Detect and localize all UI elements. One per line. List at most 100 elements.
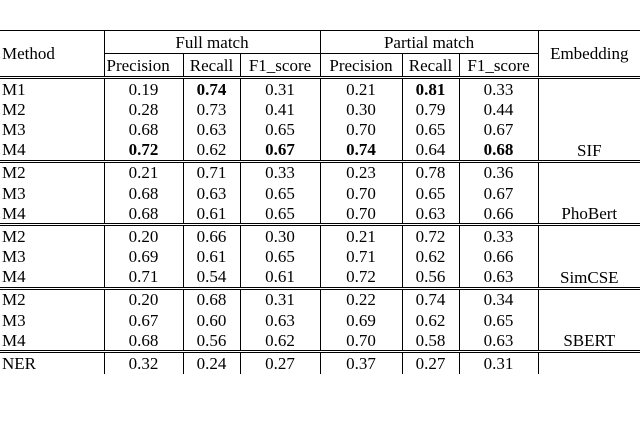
table-row: M1 0.19 0.74 0.31 0.21 0.81 0.33 SIF (0, 76, 640, 162)
value-cell: 0.68 (182, 286, 240, 311)
value-cell: 0.44 (458, 99, 539, 120)
value-text: 0.74 (196, 79, 227, 99)
value-text: 0.70 (346, 203, 376, 223)
value-text: 0.34 (483, 290, 514, 310)
value-cell: 0.33 (458, 223, 539, 247)
value-text: 0.65 (415, 119, 446, 139)
value-cell: 0.63 (458, 330, 539, 352)
value-text: 0.73 (196, 99, 227, 119)
value-text: 0.31 (265, 79, 295, 99)
value-text: 0.78 (415, 163, 446, 183)
method-cell: M3 (2, 119, 26, 139)
value-cell: 0.79 (401, 99, 460, 120)
value-text: 0.70 (346, 119, 376, 139)
value-cell: 0.68 (458, 139, 539, 162)
value-text: 0.28 (128, 99, 159, 119)
value-text: 0.65 (415, 183, 446, 203)
value-text: 0.31 (265, 290, 295, 310)
table-row: M4 0.71 0.54 0.61 0.72 0.56 0.63 (0, 266, 640, 289)
value-cell: 0.20 (103, 223, 183, 247)
value-cell: 0.71 (182, 159, 240, 183)
value-cell: 0.73 (182, 99, 240, 120)
value-cell: 0.72 (319, 266, 403, 289)
value-cell: 0.66 (458, 246, 539, 267)
value-text: 0.67 (265, 140, 295, 160)
value-text: 0.79 (415, 99, 446, 119)
value-text: 0.19 (128, 79, 159, 99)
value-cell: 0.71 (103, 266, 183, 289)
value-cell: 0.68 (103, 119, 183, 140)
method-cell: M1 (0, 76, 104, 100)
value-cell: 0.66 (458, 203, 539, 225)
value-cell: 0.62 (182, 139, 240, 162)
value-cell: 0.65 (239, 246, 321, 267)
value-text: 0.67 (128, 310, 159, 330)
value-text: 0.68 (128, 330, 159, 350)
value-cell: 0.68 (103, 203, 183, 225)
value-cell: 0.33 (239, 159, 321, 183)
value-text: 0.33 (483, 79, 514, 99)
metric-header: F1_score (458, 53, 539, 78)
value-cell: 0.62 (401, 246, 460, 267)
value-text: 0.36 (483, 163, 514, 183)
value-text: 0.20 (128, 290, 159, 310)
value-text: 0.63 (196, 183, 227, 203)
value-cell: 0.65 (239, 119, 321, 140)
value-text: 0.20 (128, 226, 159, 246)
value-text: 0.44 (483, 99, 514, 119)
table-body: M1 0.19 0.74 0.31 0.21 0.81 0.33 SIF M2 0.28 0.73 0… (0, 76, 640, 374)
value-text: 0.74 (415, 290, 446, 310)
metric-header: Recall (182, 53, 240, 78)
value-cell: 0.30 (239, 223, 321, 247)
method-cell: M4 (2, 140, 26, 160)
value-text: 0.41 (265, 99, 295, 119)
value-text: 0.27 (265, 354, 295, 374)
value-text: 0.66 (483, 203, 514, 223)
value-cell: 0.21 (103, 159, 183, 183)
value-text: 0.61 (265, 267, 295, 287)
method-cell: NER (0, 350, 104, 374)
value-text: 0.22 (346, 290, 376, 310)
method-cell: M4 (2, 330, 26, 350)
value-cell: 0.74 (182, 76, 240, 100)
value-text: 0.54 (196, 267, 227, 287)
method-cell: M2 (0, 223, 104, 247)
embedding-cell: SBERT (537, 286, 640, 352)
value-cell: 0.27 (401, 350, 460, 374)
value-text: 0.60 (196, 310, 227, 330)
value-text: 0.33 (483, 226, 514, 246)
value-text: 0.21 (128, 163, 159, 183)
value-cell: 0.56 (401, 266, 460, 289)
value-text: 0.30 (265, 226, 295, 246)
table-row: M3 0.69 0.61 0.65 0.71 0.62 0.66 (0, 246, 640, 267)
value-cell: 0.31 (458, 350, 539, 374)
value-cell: 0.41 (239, 99, 321, 120)
embedding-cell: SIF (537, 76, 640, 162)
value-text: 0.62 (196, 140, 227, 160)
value-cell: 0.30 (319, 99, 403, 120)
results-table: Method Full match Partial match Embeddin… (0, 30, 640, 374)
value-cell: 0.21 (319, 76, 403, 100)
value-cell: 0.81 (401, 76, 460, 100)
table-row: M2 0.21 0.71 0.33 0.23 0.78 0.36 PhoBert (0, 159, 640, 225)
value-cell: 0.63 (182, 182, 240, 204)
value-text: 0.65 (265, 247, 295, 267)
metric-header: Recall (401, 53, 460, 78)
table-row: M3 0.68 0.63 0.65 0.70 0.65 0.67 (0, 119, 640, 140)
value-cell: 0.72 (103, 139, 183, 162)
table-row: M4 0.68 0.56 0.62 0.70 0.58 0.63 (0, 330, 640, 352)
method-cell: M2 (0, 286, 104, 311)
value-cell: 0.31 (239, 76, 321, 100)
value-text: 0.61 (196, 203, 227, 223)
header-cell: Method (0, 30, 104, 78)
value-cell: 0.21 (319, 223, 403, 247)
value-text: 0.67 (483, 183, 514, 203)
header-row: Method Full match Partial match Embeddin… (0, 30, 640, 78)
header-cell: Partial match (319, 30, 539, 54)
value-cell: 0.69 (319, 310, 403, 331)
value-cell: 0.64 (401, 139, 460, 162)
value-cell: 0.58 (401, 330, 460, 352)
value-cell: 0.70 (319, 203, 403, 225)
value-text: 0.71 (196, 163, 227, 183)
value-text: 0.56 (415, 267, 446, 287)
